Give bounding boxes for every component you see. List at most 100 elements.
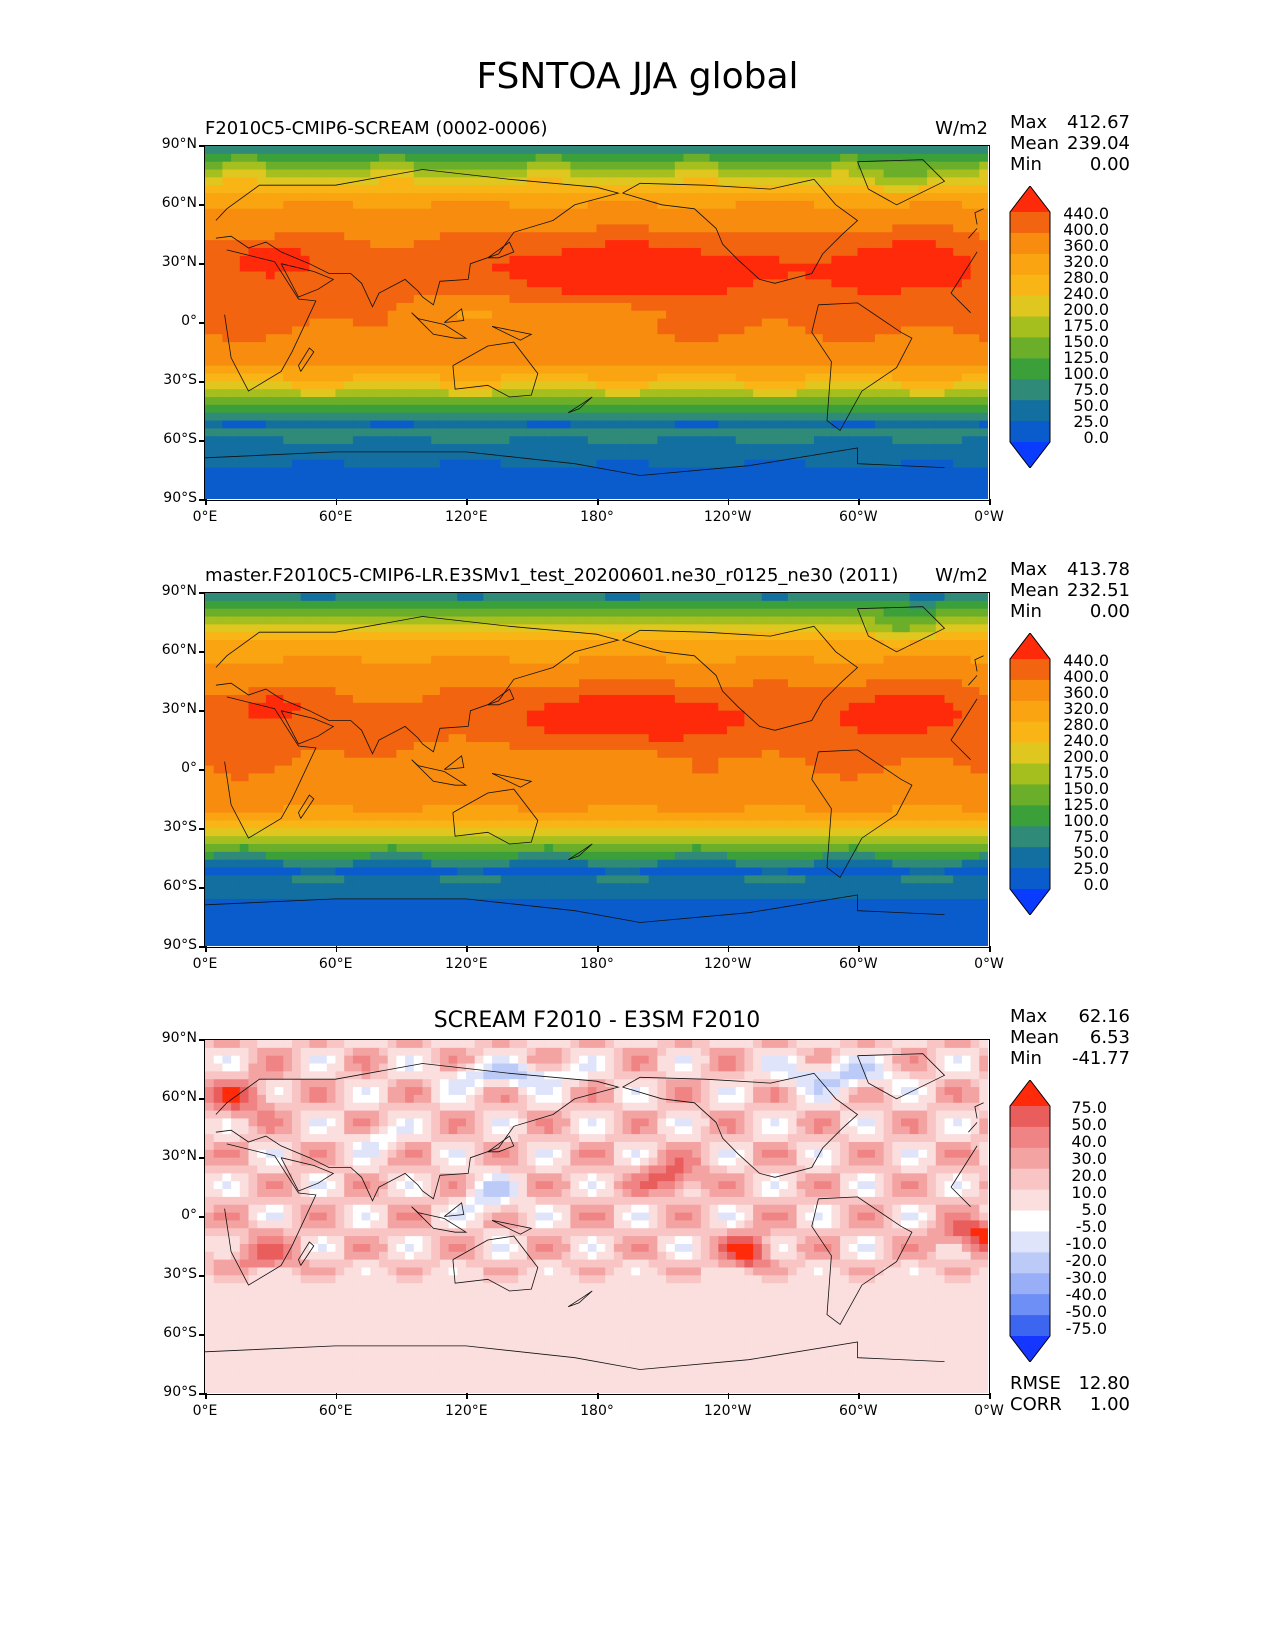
- field-cell: [848, 404, 859, 414]
- field-cell: [535, 271, 545, 280]
- field-cell: [248, 655, 258, 665]
- field-cell: [909, 491, 919, 499]
- field-cell: [544, 263, 554, 273]
- field-cell: [961, 287, 972, 296]
- field-cell: [405, 177, 415, 186]
- field-cell: [753, 169, 763, 178]
- field-cell: [935, 224, 946, 233]
- field-cell: [457, 153, 467, 163]
- field-cell: [500, 663, 511, 673]
- field-cell: [735, 491, 745, 499]
- map-plot: [204, 145, 990, 501]
- field-cell: [492, 224, 502, 233]
- field-cell: [857, 271, 867, 280]
- field-cell: [370, 451, 380, 461]
- field-cell: [292, 326, 302, 335]
- field-cell: [439, 271, 450, 280]
- field-cell: [735, 600, 745, 610]
- field-cell: [683, 318, 693, 328]
- field-cell: [379, 373, 389, 382]
- field-cell: [631, 357, 641, 367]
- field-cell: [439, 146, 450, 155]
- field-cell: [883, 365, 893, 375]
- field-cell: [553, 420, 563, 429]
- field-cell: [648, 247, 658, 257]
- field-cell: [683, 271, 693, 280]
- field-cell: [874, 334, 885, 343]
- field-cell: [787, 663, 798, 673]
- field-cell: [822, 318, 832, 328]
- field-cell: [753, 624, 763, 633]
- field-cell: [648, 279, 658, 288]
- field-cell: [892, 491, 902, 499]
- field-cell: [500, 169, 511, 178]
- field-cell: [761, 357, 772, 367]
- field-cell: [300, 295, 310, 304]
- field-cell: [553, 193, 563, 202]
- field-cell: [300, 326, 310, 335]
- field-cell: [822, 295, 832, 304]
- field-cell: [570, 632, 580, 641]
- field-cell: [787, 342, 798, 351]
- field-cell: [535, 632, 545, 641]
- field-cell: [796, 624, 806, 633]
- field-cell: [709, 271, 719, 280]
- field-cell: [361, 279, 371, 288]
- field-cell: [396, 373, 406, 382]
- field-cell: [326, 647, 337, 657]
- field-cell: [335, 420, 345, 429]
- field-cell: [909, 161, 919, 171]
- field-cell: [961, 420, 972, 429]
- field-cell: [283, 153, 293, 163]
- field-cell: [674, 255, 685, 265]
- field-cell: [509, 240, 519, 249]
- field-cell: [970, 593, 980, 602]
- colorbar-segment: [1010, 316, 1050, 338]
- field-cell: [422, 397, 432, 406]
- field-cell: [326, 287, 337, 296]
- field-cell: [553, 342, 563, 351]
- field-cell: [492, 247, 502, 257]
- field-cell: [727, 279, 737, 288]
- field-cell: [970, 475, 980, 484]
- field-cell: [631, 326, 641, 335]
- field-cell: [300, 365, 310, 375]
- field-cell: [909, 624, 919, 633]
- field-cell: [292, 600, 302, 610]
- field-cell: [561, 483, 571, 492]
- field-cell: [448, 216, 458, 226]
- field-cell: [422, 632, 432, 641]
- field-cell: [735, 420, 745, 429]
- field-cell: [866, 177, 876, 186]
- field-cell: [927, 310, 937, 320]
- field-cell: [744, 475, 754, 484]
- field-cell: [326, 271, 337, 280]
- field-cell: [700, 169, 711, 178]
- field-cell: [613, 153, 624, 163]
- panel-title: F2010C5-CMIP6-SCREAM (0002-0006): [205, 118, 548, 139]
- field-cell: [613, 247, 624, 257]
- field-cell: [222, 271, 232, 280]
- field-cell: [770, 169, 780, 178]
- field-cell: [613, 640, 624, 649]
- field-cell: [526, 216, 537, 226]
- field-cell: [657, 491, 667, 499]
- field-cell: [387, 318, 397, 328]
- field-cell: [657, 255, 667, 265]
- field-cell: [239, 216, 250, 226]
- field-cell: [222, 342, 232, 351]
- field-cell: [553, 397, 563, 406]
- field-cell: [222, 491, 232, 499]
- field-cell: [761, 365, 772, 375]
- field-cell: [692, 169, 702, 178]
- field-cell: [257, 357, 267, 367]
- field-cell: [492, 491, 502, 499]
- field-cell: [840, 334, 850, 343]
- field-cell: [857, 146, 867, 155]
- field-cell: [805, 208, 815, 218]
- field-cell: [622, 451, 632, 461]
- field-cell: [874, 444, 885, 453]
- field-cell: [300, 459, 310, 469]
- field-cell: [439, 216, 450, 226]
- field-cell: [457, 420, 467, 429]
